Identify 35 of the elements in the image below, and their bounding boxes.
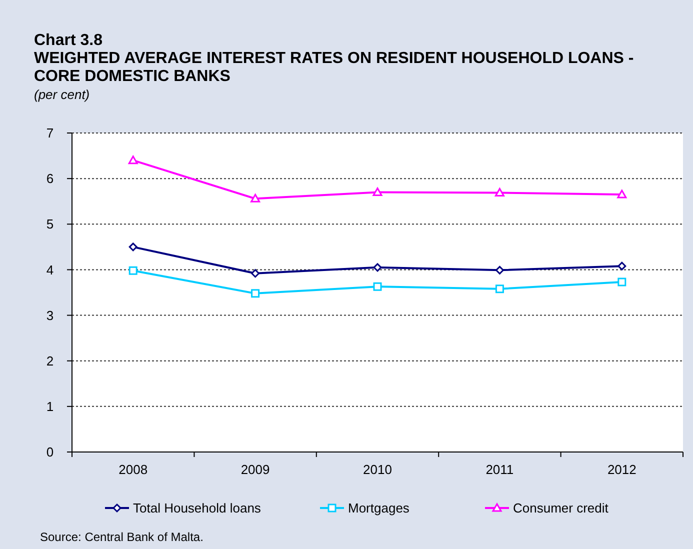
legend-label: Total Household loans xyxy=(133,500,262,516)
x-tick-label: 2011 xyxy=(486,462,514,477)
point xyxy=(495,266,504,274)
y-tick-label: 1 xyxy=(46,398,54,414)
point xyxy=(372,187,382,196)
point xyxy=(128,242,138,252)
chart-subtitle: WEIGHTED AVERAGE INTEREST RATES ON RESIDENT HOUSEHOLD LOANS - CORE DOMESTIC BANKS xyxy=(34,50,634,85)
y-tick-label: 4 xyxy=(46,262,54,278)
y-tick-label: 2 xyxy=(46,353,54,368)
legend-label: Consumer credit xyxy=(513,500,609,516)
point xyxy=(251,269,260,278)
point xyxy=(617,190,627,198)
point xyxy=(494,188,504,196)
y-tick-label: 0 xyxy=(46,444,54,460)
y-axis-title: (per cent) xyxy=(34,87,90,102)
point xyxy=(373,282,382,291)
legend-label: Mortgages xyxy=(348,500,410,516)
chart-title: Chart 3.8 xyxy=(34,32,103,49)
point xyxy=(495,284,504,294)
point xyxy=(251,289,260,298)
point xyxy=(618,278,626,286)
x-tick-label: 2009 xyxy=(240,462,270,477)
source-note: Source: Central Bank of Malta. xyxy=(40,530,204,544)
y-tick-label: 7 xyxy=(46,126,54,141)
y-tick-label: 3 xyxy=(46,308,54,323)
x-tick-label: 2012 xyxy=(607,462,636,477)
point xyxy=(618,262,626,270)
x-tick-label: 2008 xyxy=(118,462,148,477)
point xyxy=(128,156,138,164)
x-tick-label: 2010 xyxy=(363,462,392,477)
point xyxy=(250,194,260,202)
point xyxy=(373,263,382,272)
point xyxy=(128,266,138,275)
y-tick-label: 5 xyxy=(46,216,54,232)
y-tick-label: 6 xyxy=(46,171,54,186)
